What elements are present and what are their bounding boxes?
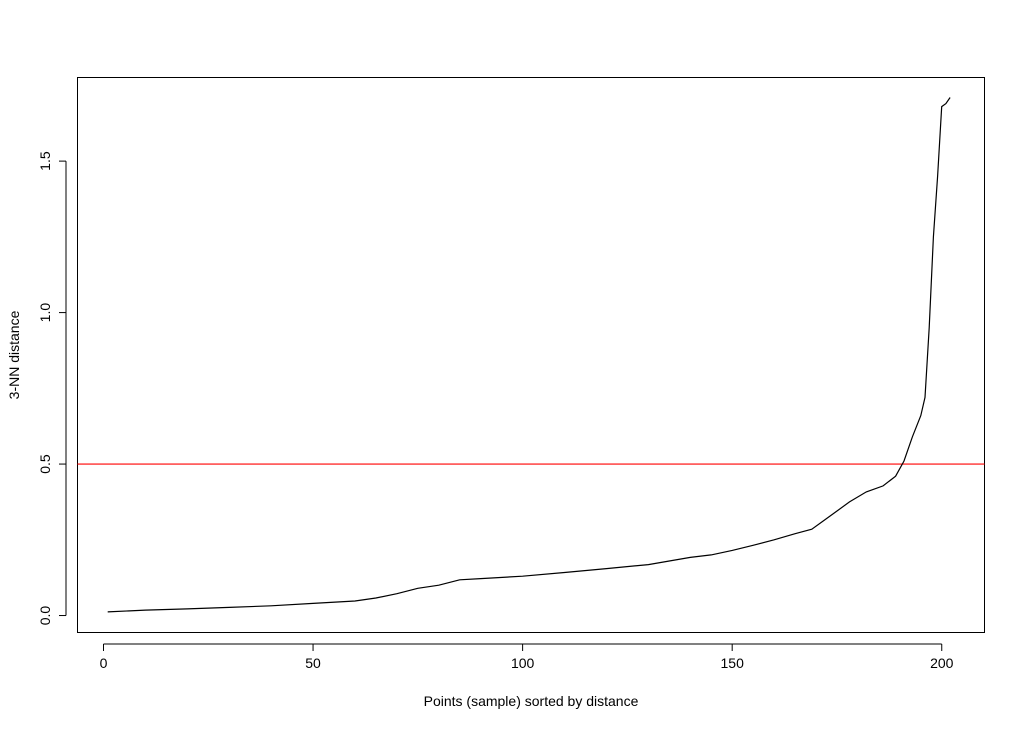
x-tick-label: 150 xyxy=(721,655,745,671)
series-line xyxy=(107,97,951,613)
y-tick-label: 1.0 xyxy=(37,303,53,323)
y-axis-label: 3-NN distance xyxy=(6,310,22,399)
x-tick-label: 50 xyxy=(305,655,321,671)
plot-frame xyxy=(77,77,985,633)
x-axis: 0 50 100 150 200 xyxy=(100,643,954,671)
y-tick-label: 0.5 xyxy=(37,454,53,474)
x-tick-label: 100 xyxy=(511,655,535,671)
y-axis: 0.0 0.5 1.0 1.5 xyxy=(37,151,67,626)
y-tick-label: 1.5 xyxy=(37,151,53,171)
x-tick-label: 0 xyxy=(100,655,108,671)
series-group xyxy=(107,97,951,613)
y-tick-label: 0.0 xyxy=(37,606,53,626)
x-tick-label: 200 xyxy=(930,655,954,671)
x-axis-label: Points (sample) sorted by distance xyxy=(424,693,639,709)
